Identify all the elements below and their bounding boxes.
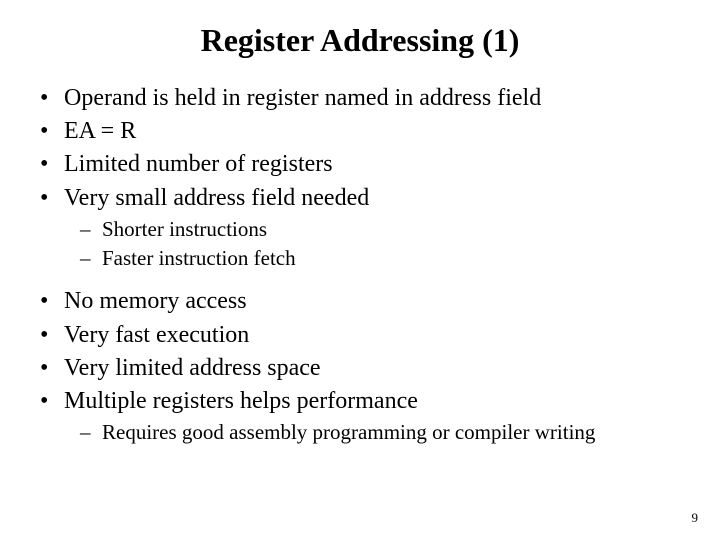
list-item-text: Very limited address space xyxy=(64,353,321,384)
list-item-text: Limited number of registers xyxy=(64,149,333,180)
list-item-text: Very fast execution xyxy=(64,320,249,351)
bullet-icon: • xyxy=(36,320,64,351)
bullet-icon: • xyxy=(36,386,64,417)
bullet-icon: • xyxy=(36,116,64,147)
list-item-text: Multiple registers helps performance xyxy=(64,386,418,417)
bullet-icon: • xyxy=(36,353,64,384)
dash-icon: – xyxy=(80,419,102,446)
list-subitem: –Shorter instructions xyxy=(36,216,684,243)
list-item: •Very limited address space xyxy=(36,353,684,384)
list-item-text: Very small address field needed xyxy=(64,183,369,214)
list-item: •Very fast execution xyxy=(36,320,684,351)
list-item: •Operand is held in register named in ad… xyxy=(36,83,684,114)
list-subitem: –Requires good assembly programming or c… xyxy=(36,419,684,446)
list-subitem: –Faster instruction fetch xyxy=(36,245,684,272)
slide: Register Addressing (1) •Operand is held… xyxy=(0,0,720,540)
bullet-icon: • xyxy=(36,83,64,114)
list-subitem-text: Faster instruction fetch xyxy=(102,245,296,272)
list-item: •Limited number of registers xyxy=(36,149,684,180)
list-item-text: EA = R xyxy=(64,116,136,147)
list-item: •EA = R xyxy=(36,116,684,147)
bullet-icon: • xyxy=(36,149,64,180)
list-item: •No memory access xyxy=(36,286,684,317)
page-number: 9 xyxy=(692,510,699,526)
bullet-icon: • xyxy=(36,183,64,214)
list-subitem-text: Requires good assembly programming or co… xyxy=(102,419,595,446)
list-item-text: Operand is held in register named in add… xyxy=(64,83,541,114)
list-item-text: No memory access xyxy=(64,286,247,317)
list-item: •Very small address field needed xyxy=(36,183,684,214)
slide-title: Register Addressing (1) xyxy=(36,22,684,59)
bullet-icon: • xyxy=(36,286,64,317)
spacer xyxy=(36,274,684,286)
dash-icon: – xyxy=(80,216,102,243)
list-subitem-text: Shorter instructions xyxy=(102,216,267,243)
dash-icon: – xyxy=(80,245,102,272)
list-item: •Multiple registers helps performance xyxy=(36,386,684,417)
